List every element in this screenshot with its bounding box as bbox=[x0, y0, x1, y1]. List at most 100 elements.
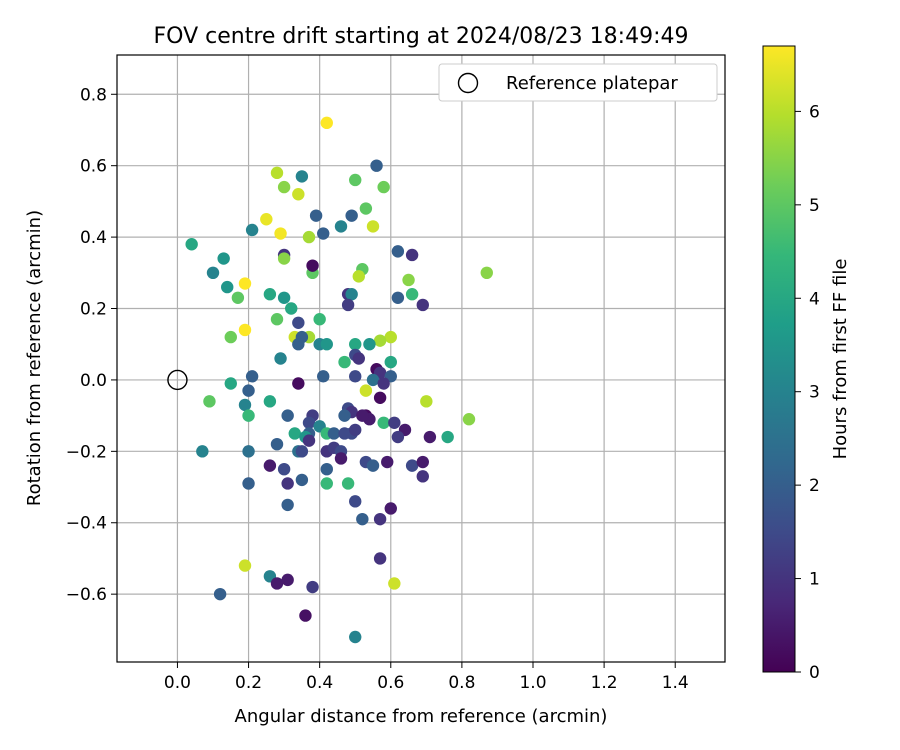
data-point bbox=[292, 338, 305, 351]
data-point bbox=[295, 445, 309, 458]
data-points bbox=[185, 116, 493, 644]
data-point bbox=[366, 373, 380, 387]
colorbar-tick-label: 2 bbox=[809, 476, 820, 496]
data-point bbox=[295, 473, 309, 487]
data-point bbox=[274, 352, 287, 365]
data-point bbox=[345, 288, 358, 301]
data-point bbox=[317, 370, 330, 383]
data-point bbox=[334, 220, 348, 233]
data-point bbox=[377, 416, 390, 429]
data-point bbox=[384, 355, 397, 369]
data-point bbox=[206, 266, 220, 280]
data-point bbox=[270, 313, 284, 326]
data-point bbox=[366, 220, 380, 233]
legend: Reference platepar bbox=[438, 63, 718, 102]
colorbar-tick-label: 0 bbox=[809, 663, 820, 683]
y-tick-label: 0.4 bbox=[80, 228, 107, 248]
x-tick-label: 1.4 bbox=[662, 673, 689, 693]
data-point bbox=[377, 180, 390, 194]
data-point bbox=[384, 502, 397, 515]
data-point bbox=[388, 577, 401, 590]
data-point bbox=[345, 209, 358, 222]
data-point bbox=[317, 227, 330, 240]
data-point bbox=[462, 413, 476, 426]
data-point bbox=[416, 298, 429, 312]
y-tick-label: 0.2 bbox=[80, 300, 107, 320]
colorbar bbox=[762, 45, 796, 673]
data-point bbox=[391, 430, 405, 444]
x-tick-label: 0.6 bbox=[377, 673, 404, 693]
data-point bbox=[306, 259, 319, 272]
data-point bbox=[242, 409, 255, 422]
data-point bbox=[302, 230, 316, 244]
data-point bbox=[359, 384, 373, 397]
data-point bbox=[381, 455, 394, 469]
data-point bbox=[302, 434, 316, 447]
data-point bbox=[263, 459, 277, 472]
data-point bbox=[391, 291, 405, 304]
plot-frame bbox=[116, 54, 726, 663]
data-point bbox=[238, 277, 252, 290]
data-point bbox=[391, 245, 405, 258]
data-point bbox=[349, 370, 362, 383]
x-tick-label: 0.0 bbox=[164, 673, 191, 693]
y-tick-label: 0.8 bbox=[80, 85, 107, 105]
legend-marker-reference-icon bbox=[457, 72, 479, 94]
data-point bbox=[480, 266, 493, 280]
data-point bbox=[242, 445, 255, 458]
data-point bbox=[373, 334, 387, 347]
y-tick-label: 0.6 bbox=[80, 157, 107, 177]
data-point bbox=[295, 170, 309, 183]
x-tick-label: 0.2 bbox=[235, 673, 262, 693]
y-axis-label: Rotation from reference (arcmin) bbox=[24, 210, 45, 506]
colorbar-tick-label: 6 bbox=[809, 102, 820, 122]
data-point bbox=[281, 573, 294, 587]
data-point bbox=[285, 302, 298, 315]
data-point bbox=[341, 298, 355, 312]
data-point bbox=[405, 288, 419, 301]
data-point bbox=[263, 288, 277, 301]
data-point bbox=[388, 416, 401, 429]
data-point bbox=[306, 580, 319, 594]
data-point bbox=[416, 470, 429, 483]
data-point bbox=[281, 477, 294, 490]
y-tick-label: −0.2 bbox=[66, 442, 107, 462]
data-point bbox=[277, 252, 291, 265]
data-point bbox=[288, 427, 301, 440]
x-tick-label: 1.0 bbox=[519, 673, 546, 693]
data-point bbox=[320, 116, 333, 130]
data-point bbox=[349, 173, 362, 187]
data-point bbox=[356, 512, 369, 526]
data-point bbox=[292, 316, 305, 329]
data-point bbox=[242, 477, 255, 490]
data-point bbox=[292, 377, 305, 390]
data-point bbox=[349, 630, 362, 644]
data-point bbox=[366, 459, 380, 472]
data-point bbox=[277, 291, 291, 304]
data-point bbox=[416, 455, 429, 469]
x-tick-label: 0.4 bbox=[306, 673, 333, 693]
colorbar-tick-label: 5 bbox=[809, 196, 820, 216]
data-point bbox=[349, 338, 362, 351]
colorbar-tick-label: 4 bbox=[809, 289, 820, 309]
data-point bbox=[238, 559, 252, 572]
colorbar-label: Hours from first FF file bbox=[830, 259, 851, 460]
data-point bbox=[277, 462, 291, 476]
data-point bbox=[224, 377, 237, 390]
grid-lines bbox=[117, 55, 725, 662]
data-point bbox=[356, 409, 369, 422]
data-point bbox=[338, 355, 351, 369]
data-point bbox=[320, 462, 333, 476]
data-point bbox=[270, 577, 284, 590]
data-point bbox=[213, 587, 227, 601]
data-point bbox=[292, 188, 305, 201]
data-point bbox=[363, 338, 376, 351]
data-point bbox=[320, 477, 333, 490]
y-tick-label: −0.6 bbox=[66, 585, 107, 605]
reference-point-icon bbox=[167, 369, 188, 391]
data-point bbox=[217, 252, 230, 265]
data-point bbox=[338, 409, 351, 422]
data-point bbox=[405, 248, 419, 262]
data-point bbox=[224, 330, 237, 344]
